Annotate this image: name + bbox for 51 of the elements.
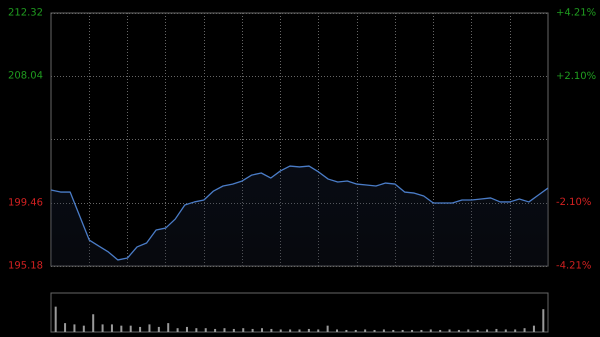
- bar: [280, 329, 282, 332]
- bar: [232, 328, 235, 332]
- y2-tick-label: +2.10%: [556, 70, 596, 82]
- bar: [382, 329, 385, 332]
- y-tick-label: 208.04: [8, 70, 43, 82]
- bar: [514, 329, 516, 332]
- bar: [110, 324, 113, 332]
- bar: [495, 328, 498, 332]
- bar: [120, 326, 122, 332]
- y2-tick-label: -2.10%: [556, 197, 592, 208]
- y2-tick-label: +4.21%: [556, 8, 596, 18]
- bar: [364, 329, 366, 332]
- y-tick-label: 195.18: [8, 260, 43, 272]
- bar: [176, 328, 179, 332]
- bar: [54, 306, 57, 332]
- bar: [214, 328, 216, 332]
- y-tick-label: 212.32: [8, 8, 43, 18]
- bar: [308, 328, 310, 332]
- bar: [242, 328, 244, 332]
- bar: [524, 328, 526, 332]
- bar: [504, 329, 507, 332]
- y2-tick-label: -4.21%: [556, 260, 592, 272]
- bar: [73, 324, 76, 332]
- bar: [486, 329, 488, 332]
- bar: [158, 326, 160, 332]
- bar: [467, 329, 470, 332]
- bar: [260, 328, 263, 332]
- bar: [270, 328, 272, 332]
- bar: [82, 326, 85, 332]
- bar: [204, 328, 207, 332]
- bar: [167, 323, 170, 332]
- bar: [130, 326, 132, 332]
- bar: [102, 324, 104, 332]
- bar: [326, 326, 329, 332]
- bar: [448, 329, 451, 332]
- bar: [64, 323, 66, 332]
- bar: [195, 328, 198, 332]
- bar: [289, 329, 292, 332]
- bar: [252, 328, 254, 332]
- bar: [336, 329, 338, 332]
- bar: [186, 326, 188, 332]
- bar: [298, 329, 300, 332]
- bar: [542, 309, 544, 332]
- bar: [148, 324, 150, 332]
- bar: [139, 326, 142, 332]
- bar: [317, 329, 320, 332]
- bar: [92, 314, 94, 332]
- y-tick-label: 199.46: [8, 197, 43, 208]
- bar: [430, 329, 432, 332]
- bar: [223, 328, 226, 332]
- bar: [532, 326, 535, 332]
